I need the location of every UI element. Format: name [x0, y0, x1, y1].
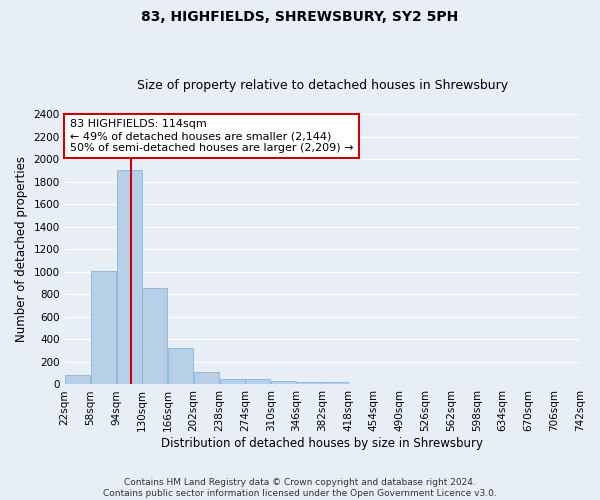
X-axis label: Distribution of detached houses by size in Shrewsbury: Distribution of detached houses by size …: [161, 437, 484, 450]
Y-axis label: Number of detached properties: Number of detached properties: [15, 156, 28, 342]
Bar: [116, 170, 142, 384]
Bar: [168, 348, 193, 384]
Bar: [91, 270, 116, 384]
Bar: [297, 382, 322, 384]
Text: Contains HM Land Registry data © Crown copyright and database right 2024.
Contai: Contains HM Land Registry data © Crown c…: [103, 478, 497, 498]
Title: Size of property relative to detached houses in Shrewsbury: Size of property relative to detached ho…: [137, 79, 508, 92]
Bar: [271, 380, 296, 384]
Bar: [245, 379, 271, 384]
Bar: [142, 288, 167, 384]
Bar: [220, 379, 245, 384]
Bar: [323, 382, 348, 384]
Text: 83 HIGHFIELDS: 114sqm
← 49% of detached houses are smaller (2,144)
50% of semi-d: 83 HIGHFIELDS: 114sqm ← 49% of detached …: [70, 120, 353, 152]
Bar: [65, 376, 90, 384]
Bar: [194, 372, 219, 384]
Text: 83, HIGHFIELDS, SHREWSBURY, SY2 5PH: 83, HIGHFIELDS, SHREWSBURY, SY2 5PH: [142, 10, 458, 24]
